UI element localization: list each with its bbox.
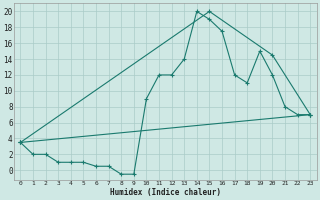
X-axis label: Humidex (Indice chaleur): Humidex (Indice chaleur): [110, 188, 221, 197]
